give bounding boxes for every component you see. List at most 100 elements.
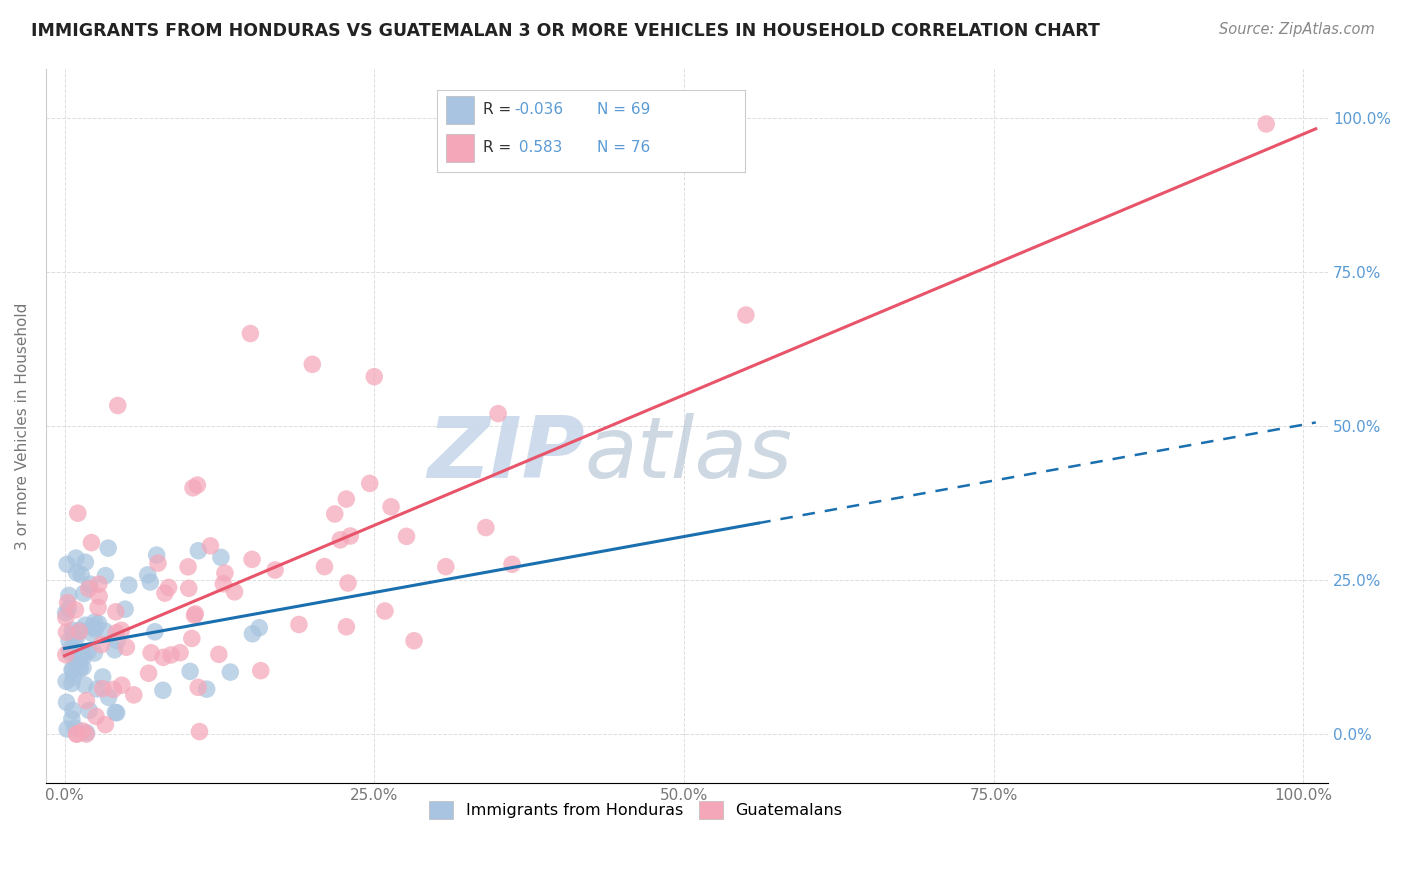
Point <box>138 666 160 681</box>
Point <box>152 650 174 665</box>
Point <box>62 627 84 641</box>
Point <box>195 682 218 697</box>
Point <box>66 727 89 741</box>
Point <box>70 567 93 582</box>
Point <box>209 550 232 565</box>
Point <box>77 582 100 596</box>
Point <box>58 601 80 615</box>
Point <box>239 326 262 341</box>
Point <box>84 622 107 636</box>
Point <box>97 690 120 705</box>
Point <box>69 662 91 676</box>
Point <box>247 621 270 635</box>
Point <box>66 630 89 644</box>
Point <box>115 640 138 655</box>
Text: Source: ZipAtlas.com: Source: ZipAtlas.com <box>1219 22 1375 37</box>
Point <box>97 541 120 556</box>
Point <box>122 688 145 702</box>
Point <box>86 681 108 696</box>
Point <box>94 717 117 731</box>
Point <box>91 681 114 696</box>
Point <box>60 712 83 726</box>
Point <box>69 658 91 673</box>
Point <box>83 646 105 660</box>
Point <box>335 620 357 634</box>
Point <box>55 610 77 624</box>
Point <box>70 645 93 659</box>
Point <box>160 648 183 662</box>
Point <box>79 577 101 591</box>
Point <box>66 506 89 520</box>
Point <box>63 632 86 646</box>
Text: atlas: atlas <box>585 413 793 496</box>
Point <box>84 709 107 723</box>
Legend: Immigrants from Honduras, Guatemalans: Immigrants from Honduras, Guatemalans <box>423 794 849 825</box>
Point <box>329 533 352 547</box>
Point <box>69 623 91 637</box>
Point <box>153 586 176 600</box>
Point <box>107 399 129 413</box>
Point <box>136 567 159 582</box>
Point <box>56 596 79 610</box>
Point <box>337 576 360 591</box>
Point <box>249 664 271 678</box>
Point <box>501 558 523 572</box>
Point <box>240 552 263 566</box>
Point <box>104 605 127 619</box>
Point <box>395 529 418 543</box>
Point <box>58 633 80 648</box>
Point <box>60 676 83 690</box>
Point <box>83 615 105 629</box>
Point <box>181 481 204 495</box>
Point <box>72 660 94 674</box>
Point <box>186 478 208 492</box>
Point <box>264 563 287 577</box>
Point <box>110 624 132 638</box>
Point <box>242 627 264 641</box>
Point <box>146 556 169 570</box>
Point <box>139 646 162 660</box>
Point <box>87 577 110 591</box>
Point <box>180 632 202 646</box>
Point <box>104 706 127 720</box>
Point <box>56 722 79 736</box>
Point <box>179 665 201 679</box>
Point <box>62 664 84 678</box>
Point <box>75 555 97 569</box>
Point <box>94 568 117 582</box>
Point <box>111 678 134 692</box>
Point <box>224 584 246 599</box>
Point <box>55 625 77 640</box>
Point <box>77 703 100 717</box>
Point <box>80 626 103 640</box>
Point <box>314 559 336 574</box>
Point <box>87 600 110 615</box>
Point <box>143 624 166 639</box>
Point <box>139 575 162 590</box>
Point <box>212 577 235 591</box>
Point <box>219 665 242 679</box>
Point <box>177 559 200 574</box>
Point <box>187 543 209 558</box>
Point <box>183 608 205 623</box>
Point <box>323 507 346 521</box>
Point <box>72 723 94 738</box>
Point <box>177 582 200 596</box>
Point <box>187 681 209 695</box>
Point <box>91 670 114 684</box>
Point <box>75 727 97 741</box>
Point <box>208 648 231 662</box>
Point <box>157 581 180 595</box>
Point <box>335 491 357 506</box>
Point <box>80 535 103 549</box>
Point <box>69 624 91 639</box>
Point <box>105 634 128 648</box>
Point <box>66 566 89 580</box>
Point <box>59 643 82 657</box>
Point <box>87 616 110 631</box>
Point <box>56 558 79 572</box>
Point <box>1256 117 1278 131</box>
Point <box>65 657 87 672</box>
Point <box>145 548 167 562</box>
Point <box>288 617 311 632</box>
